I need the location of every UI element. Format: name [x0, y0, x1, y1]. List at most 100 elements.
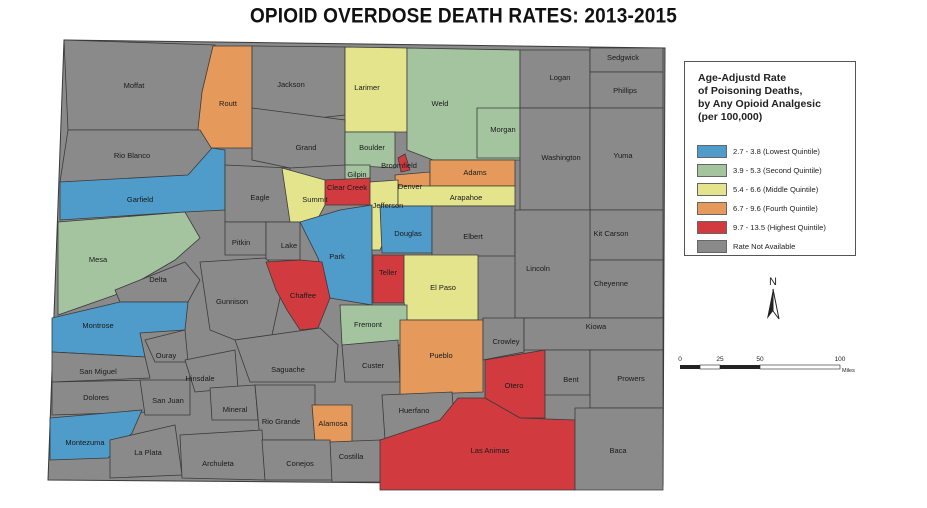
county-label-boulder: Boulder: [359, 143, 385, 152]
county-label-crowley: Crowley: [492, 337, 519, 346]
county-label-broomfield: Broomfield: [381, 161, 417, 170]
county-cheyenne: [589, 259, 664, 319]
county-broomfield: [397, 153, 411, 173]
legend-title-line: by Any Opioid Analgesic: [698, 98, 821, 110]
legend-swatch: [697, 145, 727, 158]
county-label-washington: Washington: [541, 153, 580, 162]
county-label-ouray: Ouray: [156, 351, 177, 360]
county-label-clear-creek: Clear Creek: [327, 183, 367, 192]
county-label-weld: Weld: [432, 99, 449, 108]
legend-swatch: [697, 221, 727, 234]
county-archuleta: [179, 429, 266, 481]
county-label-douglas: Douglas: [394, 229, 422, 238]
north-label: N: [769, 276, 777, 288]
county-mesa: [57, 211, 201, 316]
county-label-jackson: Jackson: [277, 80, 305, 89]
legend-title-line: Age-Adjustd Rate: [698, 72, 787, 84]
county-label-la-plata: La Plata: [134, 448, 162, 457]
legend-item: 2.7 - 3.8 (Lowest Quintile): [697, 142, 826, 161]
county-label-las-animas: Las Animas: [471, 446, 510, 455]
county-las-animas: [379, 397, 576, 491]
county-label-jefferson: Jefferson: [373, 201, 404, 210]
county-rio-grande: [254, 384, 316, 441]
county-san-juan: [139, 379, 191, 416]
county-label-archuleta: Archuleta: [202, 459, 235, 468]
county-grand: [251, 107, 346, 169]
scale-bar: 0 25 50 100 Miles: [678, 356, 855, 374]
county-label-kiowa: Kiowa: [586, 322, 607, 331]
county-label-saguache: Saguache: [271, 365, 305, 374]
scale-tick-label: 25: [716, 356, 724, 363]
county-label-rio-blanco: Rio Blanco: [114, 151, 150, 160]
county-label-grand: Grand: [296, 143, 317, 152]
county-routt: [195, 45, 253, 149]
legend-item: 9.7 - 13.5 (Highest Quintile): [697, 218, 826, 237]
county-label-baca: Baca: [609, 446, 627, 455]
county-label-moffat: Moffat: [124, 81, 146, 90]
legend-label: 9.7 - 13.5 (Highest Quintile): [733, 223, 826, 232]
county-label-summit: Summit: [302, 195, 328, 204]
county-costilla: [329, 439, 386, 483]
legend-item: Rate Not Available: [697, 237, 826, 256]
county-label-eagle: Eagle: [250, 193, 269, 202]
county-label-gilpin: Gilpin: [347, 170, 366, 179]
county-label-hinsdale: Hinsdale: [185, 374, 214, 383]
county-label-gunnison: Gunnison: [216, 297, 248, 306]
county-label-rio-grande: Rio Grande: [262, 417, 300, 426]
county-label-kit-carson: Kit Carson: [593, 229, 628, 238]
county-label-san-juan: San Juan: [152, 396, 184, 405]
county-label-fremont: Fremont: [354, 320, 383, 329]
legend-title-line: (per 100,000): [698, 111, 763, 123]
county-label-sedgwick: Sedgwick: [607, 53, 639, 62]
legend-label: 3.9 - 5.3 (Second Quintile): [733, 166, 822, 175]
legend-label: 5.4 - 6.6 (Middle Quintile): [733, 185, 819, 194]
county-pueblo: [399, 319, 484, 396]
county-teller: [372, 254, 405, 304]
county-label-dolores: Dolores: [83, 393, 109, 402]
legend-item: 6.7 - 9.6 (Fourth Quintile): [697, 199, 826, 218]
county-label-larimer: Larimer: [354, 83, 380, 92]
scale-tick-label: 100: [835, 356, 846, 363]
legend-items: 2.7 - 3.8 (Lowest Quintile) 3.9 - 5.3 (S…: [697, 142, 826, 256]
county-label-conejos: Conejos: [286, 459, 314, 468]
county-label-alamosa: Alamosa: [318, 419, 348, 428]
legend-label: 2.7 - 3.8 (Lowest Quintile): [733, 147, 820, 156]
county-delta: [114, 261, 201, 303]
legend-title: Age-Adjustd Rate of Poisoning Deaths, by…: [698, 72, 856, 124]
legend-item: 5.4 - 6.6 (Middle Quintile): [697, 180, 826, 199]
county-label-cheyenne: Cheyenne: [594, 279, 628, 288]
legend-swatch: [697, 202, 727, 215]
county-label-yuma: Yuma: [613, 151, 633, 160]
county-label-mesa: Mesa: [89, 255, 108, 264]
legend-title-line: of Poisoning Deaths,: [698, 85, 803, 97]
county-boulder: [344, 131, 396, 169]
county-crowley: [482, 317, 525, 361]
county-otero: [484, 349, 546, 419]
county-label-el-paso: El Paso: [430, 283, 456, 292]
county-label-pueblo: Pueblo: [429, 351, 452, 360]
county-label-lincoln: Lincoln: [526, 264, 550, 273]
scale-tick-label: 50: [756, 356, 764, 363]
county-saguache: [234, 327, 339, 383]
county-label-adams: Adams: [463, 168, 487, 177]
county-mineral: [209, 384, 259, 421]
county-label-montrose: Montrose: [82, 321, 113, 330]
county-label-delta: Delta: [149, 275, 167, 284]
county-label-lake: Lake: [281, 241, 297, 250]
county-elbert: [431, 205, 516, 257]
county-label-elbert: Elbert: [463, 232, 484, 241]
county-baca: [574, 407, 664, 491]
county-bent: [544, 349, 591, 396]
legend-item: 3.9 - 5.3 (Second Quintile): [697, 161, 826, 180]
county-san-miguel: [51, 351, 151, 383]
county-label-huerfano: Huerfano: [399, 406, 430, 415]
county-label-montezuma: Montezuma: [65, 438, 105, 447]
county-label-phillips: Phillips: [613, 86, 637, 95]
county-label-pitkin: Pitkin: [232, 238, 250, 247]
county-label-mineral: Mineral: [223, 405, 248, 414]
north-arrow-icon: N: [767, 276, 780, 320]
county-label-otero: Otero: [505, 381, 524, 390]
legend-swatch: [697, 164, 727, 177]
county-label-san-miguel: San Miguel: [79, 367, 117, 376]
